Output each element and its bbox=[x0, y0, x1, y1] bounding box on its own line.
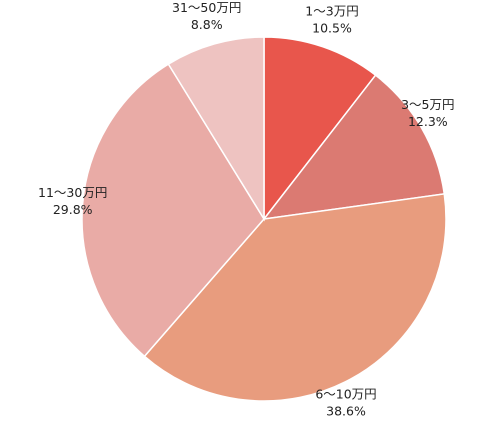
pie-label-group-2: 3～5万円 12.3% bbox=[401, 97, 454, 129]
pie-label-percent: 10.5% bbox=[312, 20, 352, 35]
pie-label-category: 31～50万円 bbox=[172, 0, 241, 15]
pie-label-percent: 12.3% bbox=[408, 114, 448, 129]
pie-slice-3 bbox=[143, 193, 447, 402]
pie-label-category: 1～3万円 bbox=[305, 3, 358, 18]
pie-label-category: 3～5万円 bbox=[401, 97, 454, 112]
pie-label-percent: 38.6% bbox=[326, 404, 366, 419]
pie-slice-5 bbox=[167, 36, 265, 222]
pie-labels: 1～3万円 10.5% 3～5万円 12.3% 6～10万円 38.6% 11～30万円 29… bbox=[38, 0, 454, 419]
pie-label-category: 6～10万円 bbox=[315, 387, 376, 402]
pie-label-percent: 8.8% bbox=[191, 17, 223, 32]
pie-label-group-5: 31～50万円 8.8% bbox=[172, 0, 241, 32]
pie-slice-2 bbox=[262, 74, 446, 220]
pie-slice-1 bbox=[263, 36, 377, 222]
pie-label-group-1: 1～3万円 10.5% bbox=[305, 3, 358, 35]
pie-slices bbox=[81, 36, 447, 402]
pie-label-group-3: 6～10万円 38.6% bbox=[315, 387, 376, 419]
pie-label-group-4: 11～30万円 29.8% bbox=[38, 185, 107, 217]
pie-label-category: 11～30万円 bbox=[38, 185, 107, 200]
pie-label-percent: 29.8% bbox=[53, 202, 93, 217]
pie-slice-4 bbox=[81, 63, 265, 358]
